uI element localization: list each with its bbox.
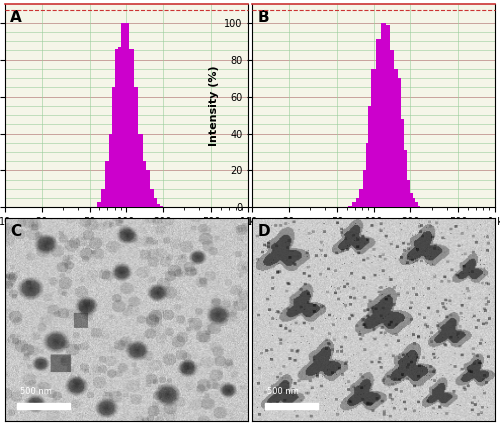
Bar (154, 204, 160, 207)
Bar (112, 88, 117, 207)
Text: C: C (10, 224, 21, 239)
Text: 500 nm: 500 nm (267, 387, 299, 397)
Bar (392, 69, 398, 207)
Bar (124, 23, 129, 207)
Text: 500 nm: 500 nm (20, 387, 52, 397)
Bar (121, 23, 126, 207)
Text: B: B (258, 10, 269, 26)
Bar (385, 25, 390, 207)
Bar (148, 189, 154, 207)
Bar (142, 161, 146, 207)
Bar (115, 48, 120, 207)
Bar (138, 133, 142, 207)
X-axis label: Size (nm): Size (nm) (344, 233, 404, 243)
Bar (402, 150, 407, 207)
Bar (356, 198, 361, 207)
Bar (118, 47, 123, 207)
Bar (412, 202, 418, 207)
Text: A: A (10, 10, 22, 26)
Bar (408, 193, 412, 207)
Bar (410, 198, 416, 207)
Bar (396, 78, 401, 207)
Bar (145, 170, 150, 207)
Bar (399, 119, 404, 207)
Bar (152, 198, 156, 207)
Bar (415, 206, 420, 207)
Bar (366, 143, 370, 207)
Bar (17, 403, 70, 408)
Bar (371, 69, 376, 207)
X-axis label: Size (nm): Size (nm) (96, 233, 156, 243)
Bar (380, 23, 386, 207)
Bar (134, 88, 138, 207)
Bar (368, 106, 374, 207)
Bar (158, 206, 162, 207)
Bar (108, 133, 114, 207)
Bar (97, 202, 102, 207)
Bar (362, 170, 368, 207)
Bar (128, 48, 134, 207)
Bar (389, 51, 394, 207)
Bar (376, 40, 381, 207)
Bar (101, 189, 106, 207)
Bar (360, 189, 364, 207)
Y-axis label: Intensity (%): Intensity (%) (209, 65, 219, 146)
Bar (405, 180, 410, 207)
Bar (264, 403, 318, 408)
Bar (352, 202, 358, 207)
Bar (105, 161, 110, 207)
Bar (348, 206, 354, 207)
Text: D: D (258, 224, 270, 239)
